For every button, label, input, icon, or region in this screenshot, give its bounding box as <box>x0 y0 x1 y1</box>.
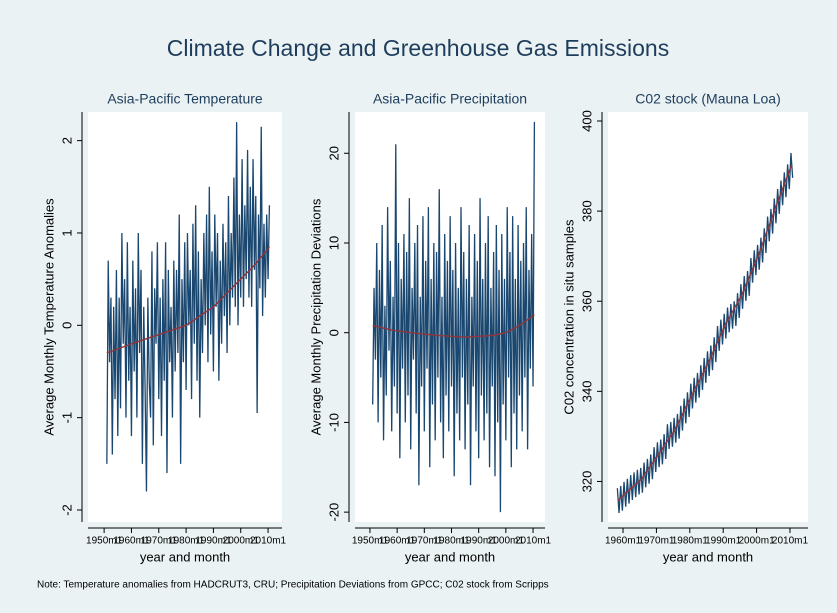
x-tick-label: 1980m1 <box>433 536 470 547</box>
x-tick-label: 1950m1 <box>352 536 389 547</box>
panel-title: Asia-Pacific Temperature <box>107 91 263 107</box>
x-tick-label: 1990m1 <box>461 536 498 547</box>
x-tick-label: 2000m1 <box>223 536 260 547</box>
x-tick-label: 2000m1 <box>739 536 776 547</box>
y-tick-label: 1 <box>59 229 74 236</box>
y-tick-label: 0 <box>59 322 74 329</box>
x-axis-title: year and month <box>140 549 230 564</box>
note: Note: Temperature anomalies from HADCRUT… <box>37 580 549 591</box>
panel-title: C02 stock (Mauna Loa) <box>635 91 781 107</box>
y-tick-label: -10 <box>326 413 341 432</box>
x-tick-label: 2000m1 <box>488 536 525 547</box>
x-tick-label: 1960m1 <box>605 536 642 547</box>
y-axis-title: Average Monthly Temperature Anomalies <box>41 198 56 436</box>
data-line <box>372 121 536 513</box>
y-tick-label: -2 <box>59 504 74 516</box>
x-tick-label: 1960m1 <box>379 536 416 547</box>
data-line <box>106 122 271 492</box>
y-tick-label: 0 <box>326 329 341 336</box>
y-tick-label: -1 <box>59 412 74 424</box>
x-tick-label: 1950m1 <box>86 536 123 547</box>
x-tick-label: 1960m1 <box>113 536 150 547</box>
x-tick-label: 1970m1 <box>638 536 675 547</box>
y-axis-title: Average Monthly Precipitation Deviations <box>308 198 323 435</box>
plot-region <box>608 112 808 522</box>
x-tick-label: 1980m1 <box>672 536 709 547</box>
x-tick-label: 1970m1 <box>406 536 443 547</box>
y-tick-label: 20 <box>326 146 341 160</box>
x-axis-title: year and month <box>663 549 753 564</box>
y-tick-label: 340 <box>579 380 594 402</box>
x-tick-label: 1980m1 <box>168 536 205 547</box>
y-axis-title: C02 concentration in situ samples <box>561 219 576 415</box>
data-line <box>106 246 270 354</box>
x-axis-title: year and month <box>405 549 495 564</box>
y-tick-label: 400 <box>579 110 594 132</box>
x-tick-label: 2010m1 <box>250 536 287 547</box>
data-line <box>372 314 535 338</box>
y-tick-label: 10 <box>326 236 341 250</box>
panel-title: Asia-Pacific Precipitation <box>373 91 527 107</box>
y-tick-label: 380 <box>579 200 594 222</box>
y-tick-label: 360 <box>579 290 594 312</box>
y-tick-label: -20 <box>326 503 341 522</box>
x-tick-label: 1970m1 <box>141 536 178 547</box>
x-tick-label: 1990m1 <box>195 536 232 547</box>
x-tick-label: 2010m1 <box>772 536 809 547</box>
y-tick-label: 320 <box>579 471 594 493</box>
y-tick-label: 2 <box>59 137 74 144</box>
x-tick-label: 2010m1 <box>515 536 552 547</box>
figure-title: Climate Change and Greenhouse Gas Emissi… <box>167 35 669 61</box>
x-tick-label: 1990m1 <box>705 536 742 547</box>
data-line <box>617 164 793 501</box>
